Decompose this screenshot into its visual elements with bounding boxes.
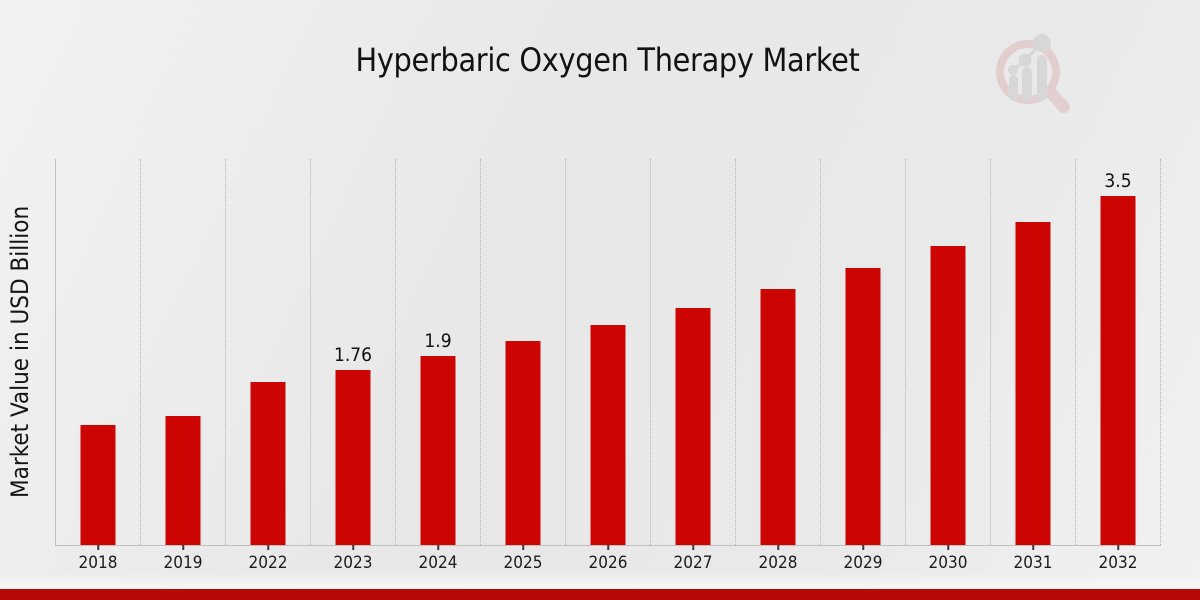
- x-axis-tick: [777, 545, 779, 550]
- x-axis-tick: [437, 545, 439, 550]
- x-tick-label: 2019: [163, 553, 203, 573]
- x-axis-tick: [947, 545, 949, 550]
- bar-2032: [1099, 195, 1137, 545]
- x-tick-label: 2025: [503, 553, 543, 573]
- x-axis-tick: [352, 545, 354, 550]
- plot-area: 2018 2019 2022 1.76 2023 1.9 2024 2025 2026 2027 2…: [55, 159, 1161, 573]
- bar-value-label: 1.76: [333, 344, 373, 366]
- x-tick-label: 2028: [758, 553, 798, 573]
- x-axis-tick: [862, 545, 864, 550]
- bar-2019: [164, 415, 202, 545]
- x-tick-label: 2030: [928, 553, 968, 573]
- bottom-red-banner: [0, 589, 1200, 600]
- bar-2029: [844, 267, 882, 545]
- x-axis-tick: [267, 545, 269, 550]
- x-axis-tick: [692, 545, 694, 550]
- bar-value-label: 3.5: [1104, 170, 1132, 192]
- magnifier-bar-chart-logo-icon: [996, 34, 1070, 113]
- x-axis-tick: [522, 545, 524, 550]
- y-axis-label: Market Value in USD Billion: [6, 205, 34, 499]
- x-tick-label: 2026: [588, 553, 628, 573]
- bar-2026: [589, 324, 627, 545]
- category-slot: 1.76 2023: [311, 159, 396, 573]
- category-slot: 1.9 2024: [396, 159, 481, 573]
- x-tick-label: 2018: [78, 553, 118, 573]
- x-tick-label: 2022: [248, 553, 288, 573]
- category-slot: 2025: [481, 159, 566, 573]
- x-tick-label: 2032: [1098, 553, 1138, 573]
- category-slot: 2030: [906, 159, 991, 573]
- bottom-fade-strip: [0, 572, 1200, 589]
- chart-title: Hyperbaric Oxygen Therapy Market: [355, 41, 860, 79]
- bar-2031: [1014, 221, 1052, 545]
- category-slot: 2031: [991, 159, 1076, 573]
- x-axis-tick: [182, 545, 184, 550]
- category-slot: 2022: [226, 159, 311, 573]
- category-slot: 2018: [56, 159, 141, 573]
- bar-2030: [929, 245, 967, 545]
- x-tick-label: 2029: [843, 553, 883, 573]
- bar-2023: [334, 369, 372, 545]
- bar-2018: [79, 424, 117, 545]
- category-slot: 2019: [141, 159, 226, 573]
- x-axis-tick: [1032, 545, 1034, 550]
- x-axis-tick: [1117, 545, 1119, 550]
- category-slot: 2029: [821, 159, 906, 573]
- bar-2024: [419, 355, 457, 545]
- x-tick-label: 2023: [333, 553, 373, 573]
- x-tick-label: 2027: [673, 553, 713, 573]
- bar-2025: [504, 340, 542, 545]
- bar-value-label: 1.9: [424, 330, 452, 352]
- x-tick-label: 2031: [1013, 553, 1053, 573]
- bar-2027: [674, 307, 712, 545]
- bar-2028: [759, 288, 797, 545]
- x-axis-tick: [97, 545, 99, 550]
- category-slot: 3.5 2032: [1076, 159, 1161, 573]
- x-axis-tick: [607, 545, 609, 550]
- category-slot: 2026: [566, 159, 651, 573]
- category-slot: 2027: [651, 159, 736, 573]
- category-slot: 2028: [736, 159, 821, 573]
- x-tick-label: 2024: [418, 553, 458, 573]
- bar-2022: [249, 381, 287, 545]
